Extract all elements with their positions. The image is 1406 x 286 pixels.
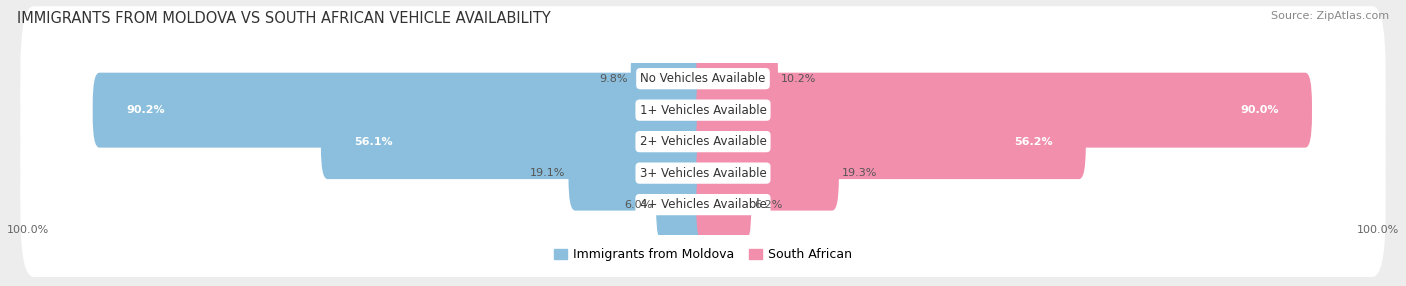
Text: IMMIGRANTS FROM MOLDOVA VS SOUTH AFRICAN VEHICLE AVAILABILITY: IMMIGRANTS FROM MOLDOVA VS SOUTH AFRICAN… bbox=[17, 11, 551, 26]
Text: 56.2%: 56.2% bbox=[1014, 137, 1052, 147]
FancyBboxPatch shape bbox=[21, 6, 1385, 151]
FancyBboxPatch shape bbox=[21, 132, 1385, 277]
Text: 90.2%: 90.2% bbox=[127, 105, 165, 115]
FancyBboxPatch shape bbox=[21, 101, 1385, 246]
FancyBboxPatch shape bbox=[631, 41, 710, 116]
FancyBboxPatch shape bbox=[696, 41, 778, 116]
FancyBboxPatch shape bbox=[21, 69, 1385, 214]
Text: 10.2%: 10.2% bbox=[782, 74, 817, 84]
Text: 4+ Vehicles Available: 4+ Vehicles Available bbox=[640, 198, 766, 211]
Text: 90.0%: 90.0% bbox=[1240, 105, 1278, 115]
Legend: Immigrants from Moldova, South African: Immigrants from Moldova, South African bbox=[550, 243, 856, 266]
Text: Source: ZipAtlas.com: Source: ZipAtlas.com bbox=[1271, 11, 1389, 21]
FancyBboxPatch shape bbox=[93, 73, 710, 148]
FancyBboxPatch shape bbox=[696, 73, 1312, 148]
FancyBboxPatch shape bbox=[568, 136, 710, 210]
Text: 19.3%: 19.3% bbox=[842, 168, 877, 178]
Text: 1+ Vehicles Available: 1+ Vehicles Available bbox=[640, 104, 766, 117]
Text: No Vehicles Available: No Vehicles Available bbox=[640, 72, 766, 85]
Text: 6.0%: 6.0% bbox=[624, 200, 652, 210]
FancyBboxPatch shape bbox=[696, 104, 1085, 179]
Text: 9.8%: 9.8% bbox=[599, 74, 627, 84]
Text: 3+ Vehicles Available: 3+ Vehicles Available bbox=[640, 167, 766, 180]
Text: 100.0%: 100.0% bbox=[1357, 225, 1399, 235]
Text: 19.1%: 19.1% bbox=[530, 168, 565, 178]
FancyBboxPatch shape bbox=[696, 136, 839, 210]
Text: 2+ Vehicles Available: 2+ Vehicles Available bbox=[640, 135, 766, 148]
Text: 56.1%: 56.1% bbox=[354, 137, 392, 147]
FancyBboxPatch shape bbox=[657, 167, 710, 242]
FancyBboxPatch shape bbox=[696, 167, 751, 242]
FancyBboxPatch shape bbox=[321, 104, 710, 179]
Text: 100.0%: 100.0% bbox=[7, 225, 49, 235]
FancyBboxPatch shape bbox=[21, 38, 1385, 182]
Text: 6.2%: 6.2% bbox=[755, 200, 783, 210]
